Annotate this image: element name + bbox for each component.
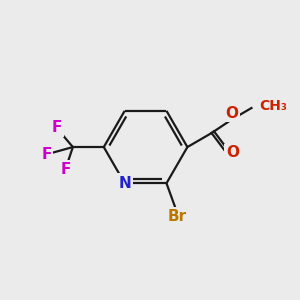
Text: Br: Br (168, 208, 187, 224)
Text: F: F (41, 147, 52, 162)
Text: F: F (60, 162, 71, 177)
Text: CH₃: CH₃ (260, 99, 288, 113)
Text: O: O (225, 106, 239, 121)
Text: F: F (52, 120, 62, 135)
Text: O: O (226, 146, 239, 160)
Text: N: N (118, 176, 131, 191)
